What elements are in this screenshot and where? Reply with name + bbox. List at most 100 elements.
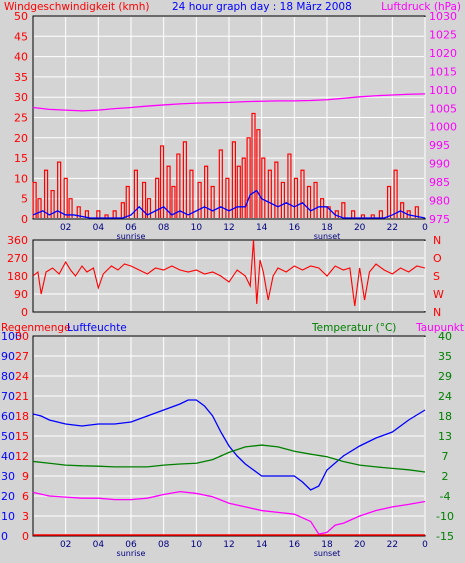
wind-bar [280,181,285,218]
wind-bar [370,214,375,218]
chart-marks [32,93,426,536]
wind-bar [76,206,81,218]
wind-bar [341,202,346,218]
wind-bar [120,202,125,218]
wind-bar [320,198,325,218]
graph-date-title: 24 hour graph day : 18 März 2008 [172,1,352,13]
pressure-y-tick-label: 1010 [429,84,457,97]
direction-y-tick-label: 270 [7,252,28,265]
rain-y-tick-label: 6 [22,490,29,503]
pressure-y-tick-label: 1005 [429,102,457,115]
wind-bar [159,145,165,218]
wind-y-tick-label: 0 [21,213,28,226]
wind-bar [236,165,241,218]
temperature-y-tick-label: 29 [438,370,452,383]
pressure-y-tick-label: 1015 [429,65,457,78]
rain-y-tick-label: 3 [22,510,29,523]
wind-bar [189,169,194,218]
wind-y-tick-label: 40 [14,51,28,64]
temperature-y-tick-label: 13 [438,430,452,443]
wind-bar [225,177,230,218]
wind-y-tick-label: 35 [14,71,28,84]
wind-bar [300,169,305,218]
humidity-y-tick-label: 30 [1,470,15,483]
wind-bar [32,181,37,218]
wind-bar [84,210,89,218]
temperature-y-tick-label: -10 [436,510,454,523]
x-tick-label-bottom: 04 [93,540,105,550]
x-tick-label-end: 0 [422,223,428,233]
wind-bar [155,177,160,218]
pressure-y-tick-label: 985 [429,176,450,189]
pressure-y-tick-label: 990 [429,158,450,171]
rain-y-tick-label: 0 [22,530,29,543]
humidity-y-tick-label: 40 [1,450,15,463]
wind-y-tick-label: 25 [14,112,28,125]
wind-bar [313,181,318,218]
compass-tick-label: O [433,252,442,265]
grid-lines [34,17,426,535]
pressure-y-tick-label: 995 [429,139,450,152]
direction-y-tick-label: 360 [7,234,28,247]
temperature-y-tick-label: -4 [440,490,451,503]
x-tick-label: 06 [125,223,137,233]
compass-tick-label: S [433,270,440,283]
x-tick-label: 18 [321,223,333,233]
x-tick-label-bottom: 16 [289,540,301,550]
pressure-y-tick-label: 1000 [429,121,457,134]
x-tick-label: 22 [387,223,398,233]
x-tick-label-bottom: 22 [387,540,398,550]
pressure-y-tick-label: 980 [429,195,450,208]
rain-y-tick-label: 12 [15,450,29,463]
x-tick-label-bottom: 18 [321,540,333,550]
wind-bar [351,210,356,218]
pressure-line [32,93,426,112]
compass-tick-label: N [433,306,441,319]
x-tick-label: 20 [354,223,366,233]
wind-bar [133,169,138,218]
compass-tick-label: W [433,288,444,301]
x-tick-label-bottom: 14 [256,540,268,550]
wind-bar [37,198,42,218]
axis-labels: 0510152025303540455097598098599099510001… [1,10,457,558]
direction-y-tick-label: 0 [21,306,28,319]
wind-bar [210,185,215,218]
x-tick-label-bottom: 10 [191,540,203,550]
wind-bar [241,157,246,218]
x-tick-label: 12 [223,223,234,233]
wind-bar [141,181,147,218]
x-tick-label-bottom-end: 0 [422,540,428,550]
humidity-y-tick-label: 100 [1,330,22,343]
temperature-line [32,444,426,473]
x-tick-label: 08 [158,223,170,233]
sunset-label: sunset [314,232,341,241]
wind-bar [197,181,202,218]
x-tick-label: 14 [256,223,268,233]
sunrise-label: sunrise [117,232,146,241]
humidity-y-tick-label: 80 [1,370,15,383]
pressure-axis-title: Luftdruck (hPa) [381,1,461,13]
rain-y-tick-label: 18 [15,410,29,423]
rain-axis-title: Regenmenge [1,322,71,334]
temperature-axis-title: Temperatur (°C) [311,322,396,334]
wind-bar [68,198,73,218]
wind-bar [386,185,392,218]
dewpoint-line [32,490,426,535]
pressure-y-tick-label: 1025 [429,28,457,41]
wind-bar [326,206,331,218]
humidity-y-tick-label: 90 [1,350,15,363]
humidity-y-tick-label: 20 [1,490,15,503]
x-tick-label-bottom: 06 [125,540,137,550]
wind-bar [287,153,292,218]
rain-y-tick-label: 9 [22,470,29,483]
temperature-y-tick-label: 7 [442,450,449,463]
wind-bar [360,214,366,218]
humidity-axis-title: Luftfeuchte [67,322,127,334]
compass-tick-label: N [433,234,441,247]
rain-y-tick-label: 24 [15,370,29,383]
rain-y-tick-label: 15 [15,430,29,443]
wind-bar [306,185,312,218]
temperature-y-tick-label: 24 [438,390,452,403]
wind-bar [57,161,62,218]
